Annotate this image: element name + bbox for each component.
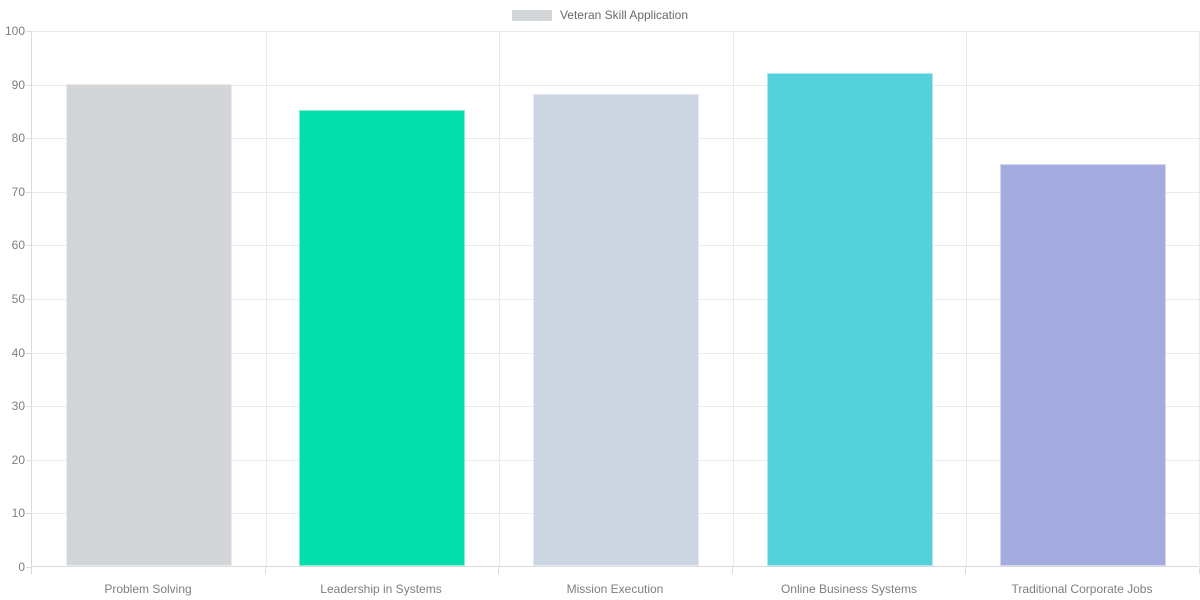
bar-traditional-corporate-jobs bbox=[1000, 164, 1166, 566]
gridline-vertical bbox=[499, 31, 500, 566]
bar-leadership-in-systems bbox=[299, 110, 465, 566]
y-tick-mark bbox=[26, 31, 31, 32]
y-tick-mark bbox=[26, 567, 31, 568]
x-category-label: Mission Execution bbox=[566, 582, 664, 596]
legend-label: Veteran Skill Application bbox=[559, 8, 689, 22]
gridline-vertical bbox=[266, 31, 267, 566]
y-tick-label: 10 bbox=[11, 506, 25, 520]
gridline-horizontal bbox=[32, 84, 1199, 86]
gridline-horizontal bbox=[32, 31, 1199, 32]
bar-online-business-systems bbox=[767, 73, 933, 566]
x-tick-mark bbox=[31, 567, 32, 574]
x-tick-mark bbox=[965, 567, 966, 574]
x-category-label: Traditional Corporate Jobs bbox=[1011, 582, 1153, 596]
y-tick-mark bbox=[26, 513, 31, 514]
bar-mission-execution bbox=[533, 94, 699, 566]
y-tick-label: 90 bbox=[11, 78, 25, 92]
y-tick-label: 20 bbox=[11, 453, 25, 467]
y-tick-mark bbox=[26, 299, 31, 300]
y-tick-mark bbox=[26, 245, 31, 246]
x-tick-mark bbox=[265, 567, 266, 574]
gridline-vertical bbox=[733, 31, 734, 566]
plot-area bbox=[31, 31, 1200, 567]
y-tick-mark bbox=[26, 85, 31, 86]
y-tick-mark bbox=[26, 406, 31, 407]
y-tick-label: 40 bbox=[11, 346, 25, 360]
x-tick-mark bbox=[498, 567, 499, 574]
gridline-vertical bbox=[966, 31, 967, 566]
y-tick-mark bbox=[26, 353, 31, 354]
y-tick-mark bbox=[26, 192, 31, 193]
y-tick-label: 80 bbox=[11, 131, 25, 145]
legend-swatch bbox=[511, 10, 552, 21]
y-tick-label: 70 bbox=[11, 185, 25, 199]
y-tick-label: 30 bbox=[11, 399, 25, 413]
legend-item[interactable]: Veteran Skill Application bbox=[511, 8, 689, 23]
y-tick-mark bbox=[26, 138, 31, 139]
y-tick-label: 60 bbox=[11, 238, 25, 252]
y-tick-label: 0 bbox=[18, 560, 25, 574]
bar-problem-solving bbox=[66, 84, 232, 566]
y-tick-label: 100 bbox=[4, 24, 25, 38]
x-category-label: Problem Solving bbox=[104, 582, 192, 596]
x-tick-mark bbox=[732, 567, 733, 574]
y-tick-label: 50 bbox=[11, 292, 25, 306]
x-category-label: Leadership in Systems bbox=[320, 582, 442, 596]
x-category-label: Online Business Systems bbox=[780, 582, 918, 596]
y-tick-mark bbox=[26, 460, 31, 461]
